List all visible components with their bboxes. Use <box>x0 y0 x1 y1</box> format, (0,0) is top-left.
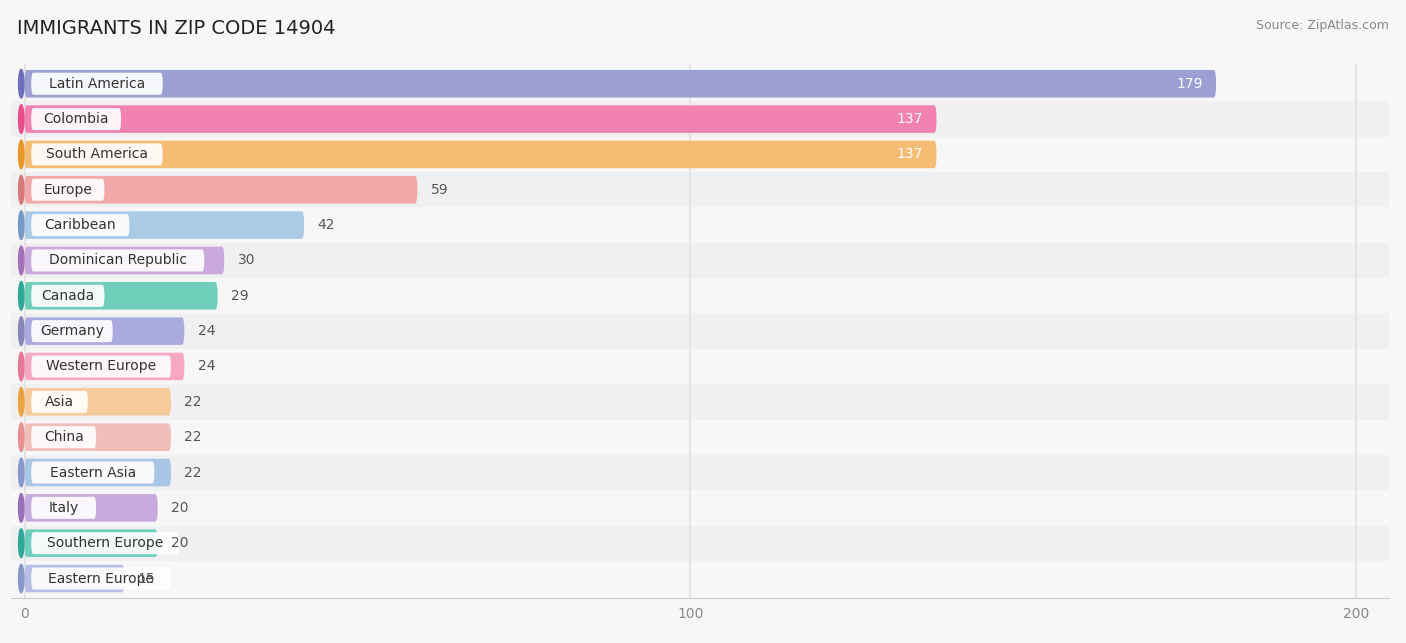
FancyBboxPatch shape <box>24 70 1216 98</box>
Bar <box>11 525 1389 561</box>
FancyBboxPatch shape <box>31 568 172 590</box>
Text: 179: 179 <box>1177 77 1202 91</box>
FancyBboxPatch shape <box>24 141 936 168</box>
FancyBboxPatch shape <box>24 282 218 309</box>
Text: South America: South America <box>46 147 148 161</box>
Circle shape <box>18 529 24 557</box>
Text: 15: 15 <box>138 572 155 586</box>
FancyBboxPatch shape <box>31 497 96 519</box>
Text: Latin America: Latin America <box>49 77 145 91</box>
FancyBboxPatch shape <box>31 285 104 307</box>
FancyBboxPatch shape <box>31 426 96 448</box>
Text: Germany: Germany <box>39 324 104 338</box>
Text: 137: 137 <box>897 147 924 161</box>
Circle shape <box>18 352 24 381</box>
Circle shape <box>18 69 24 98</box>
Text: Caribbean: Caribbean <box>45 218 117 232</box>
FancyBboxPatch shape <box>24 176 418 204</box>
FancyBboxPatch shape <box>24 458 172 486</box>
Bar <box>11 102 1389 137</box>
Circle shape <box>18 494 24 522</box>
FancyBboxPatch shape <box>31 214 129 236</box>
Text: Source: ZipAtlas.com: Source: ZipAtlas.com <box>1256 19 1389 32</box>
Circle shape <box>18 317 24 345</box>
FancyBboxPatch shape <box>24 565 124 592</box>
Text: China: China <box>44 430 83 444</box>
FancyBboxPatch shape <box>31 249 204 271</box>
Bar <box>11 384 1389 419</box>
Text: 30: 30 <box>238 253 254 267</box>
FancyBboxPatch shape <box>24 353 184 380</box>
FancyBboxPatch shape <box>31 320 112 342</box>
FancyBboxPatch shape <box>31 108 121 130</box>
Text: 24: 24 <box>198 359 215 374</box>
Text: 24: 24 <box>198 324 215 338</box>
Text: 137: 137 <box>897 112 924 126</box>
Circle shape <box>18 140 24 168</box>
Circle shape <box>18 246 24 275</box>
Text: 22: 22 <box>184 430 202 444</box>
Text: Eastern Europe: Eastern Europe <box>48 572 155 586</box>
Circle shape <box>18 458 24 487</box>
Bar <box>11 137 1389 172</box>
Bar <box>11 561 1389 596</box>
Bar <box>11 172 1389 208</box>
Text: 22: 22 <box>184 466 202 480</box>
Bar <box>11 278 1389 314</box>
Text: 42: 42 <box>318 218 335 232</box>
Text: Dominican Republic: Dominican Republic <box>49 253 187 267</box>
FancyBboxPatch shape <box>31 532 180 554</box>
FancyBboxPatch shape <box>24 529 157 557</box>
FancyBboxPatch shape <box>31 143 163 165</box>
Text: Southern Europe: Southern Europe <box>48 536 163 550</box>
Text: Canada: Canada <box>41 289 94 303</box>
Text: Western Europe: Western Europe <box>46 359 156 374</box>
FancyBboxPatch shape <box>31 356 172 377</box>
Text: Italy: Italy <box>49 501 79 515</box>
Circle shape <box>18 423 24 451</box>
Circle shape <box>18 282 24 310</box>
Text: 59: 59 <box>430 183 449 197</box>
FancyBboxPatch shape <box>24 388 172 415</box>
FancyBboxPatch shape <box>31 462 155 484</box>
Text: Colombia: Colombia <box>44 112 108 126</box>
Circle shape <box>18 211 24 239</box>
Bar <box>11 490 1389 525</box>
Text: Asia: Asia <box>45 395 75 409</box>
Bar <box>11 66 1389 102</box>
Bar <box>11 208 1389 243</box>
Text: Eastern Asia: Eastern Asia <box>49 466 136 480</box>
Circle shape <box>18 388 24 416</box>
Text: 22: 22 <box>184 395 202 409</box>
Bar <box>11 349 1389 384</box>
FancyBboxPatch shape <box>31 391 87 413</box>
Circle shape <box>18 564 24 593</box>
FancyBboxPatch shape <box>24 423 172 451</box>
Bar <box>11 419 1389 455</box>
Text: 20: 20 <box>172 536 188 550</box>
FancyBboxPatch shape <box>24 318 184 345</box>
FancyBboxPatch shape <box>31 73 163 95</box>
FancyBboxPatch shape <box>24 494 157 521</box>
FancyBboxPatch shape <box>24 247 224 275</box>
Text: 20: 20 <box>172 501 188 515</box>
FancyBboxPatch shape <box>24 212 304 239</box>
Bar <box>11 243 1389 278</box>
Bar <box>11 455 1389 490</box>
Circle shape <box>18 176 24 204</box>
Text: 29: 29 <box>231 289 249 303</box>
Bar <box>11 314 1389 349</box>
Circle shape <box>18 105 24 133</box>
FancyBboxPatch shape <box>24 105 936 133</box>
Text: IMMIGRANTS IN ZIP CODE 14904: IMMIGRANTS IN ZIP CODE 14904 <box>17 19 336 39</box>
FancyBboxPatch shape <box>31 179 104 201</box>
Text: Europe: Europe <box>44 183 93 197</box>
